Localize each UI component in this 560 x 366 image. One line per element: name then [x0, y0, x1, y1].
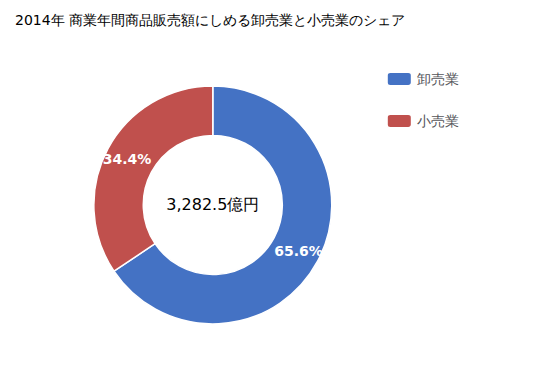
svg-text:65.6%: 65.6% — [274, 243, 323, 259]
svg-text:小売業: 小売業 — [417, 113, 459, 129]
svg-text:2014年 商業年間商品販売額にしめる卸売業と小売業のシェア: 2014年 商業年間商品販売額にしめる卸売業と小売業のシェア — [15, 12, 405, 28]
svg-text:卸売業: 卸売業 — [417, 71, 459, 87]
svg-text:34.4%: 34.4% — [103, 151, 152, 167]
svg-text:3,282.5億円: 3,282.5億円 — [166, 195, 259, 214]
